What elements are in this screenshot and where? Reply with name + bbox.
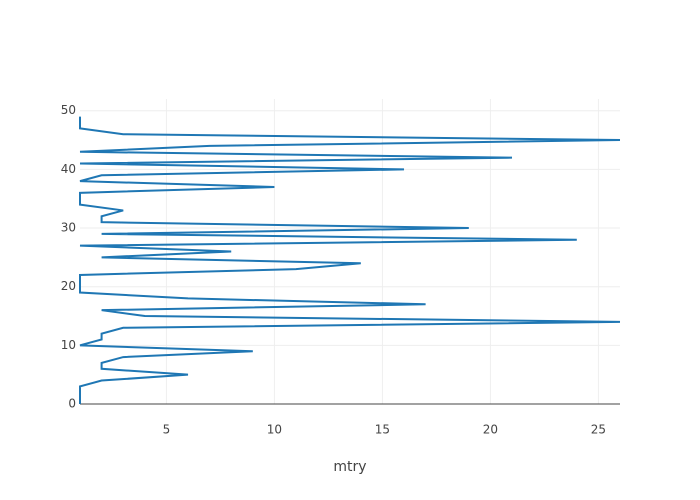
y-tick-label: 50 <box>61 103 76 117</box>
x-tick-label: 10 <box>267 423 282 437</box>
y-tick-label: 40 <box>61 162 76 176</box>
line <box>79 116 621 404</box>
x-tick-label: 25 <box>591 423 606 437</box>
y-tick-label: 30 <box>61 221 76 235</box>
x-axis-label: mtry <box>333 459 366 475</box>
x-tick-label: 15 <box>375 423 390 437</box>
x-tick-label: 5 <box>163 423 171 437</box>
y-tick-label: 10 <box>61 338 76 352</box>
y-tick-label: 20 <box>61 279 76 293</box>
y-tick-label: 0 <box>68 397 76 411</box>
x-tick-label: 20 <box>483 423 498 437</box>
